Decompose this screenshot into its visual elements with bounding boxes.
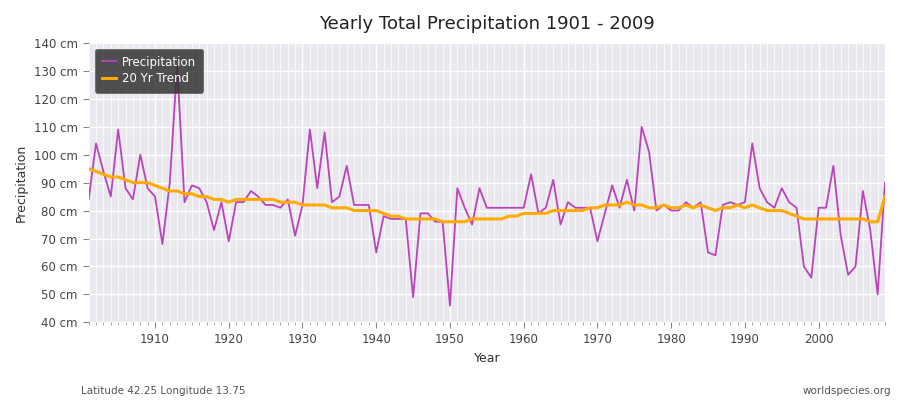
Precipitation: [879, 180, 890, 185]
Y-axis label: Precipitation: Precipitation: [15, 144, 28, 222]
Precipitation: [533, 211, 544, 216]
Text: Latitude 42.25 Longitude 13.75: Latitude 42.25 Longitude 13.75: [81, 386, 246, 396]
20 Yr Trend: [348, 208, 359, 213]
Precipitation: [526, 172, 536, 177]
Line: 20 Yr Trend: 20 Yr Trend: [89, 169, 885, 222]
Precipitation: [142, 186, 153, 191]
20 Yr Trend: [304, 202, 315, 207]
X-axis label: Year: Year: [473, 352, 500, 365]
Precipitation: [172, 63, 183, 68]
20 Yr Trend: [142, 180, 153, 185]
Legend: Precipitation, 20 Yr Trend: Precipitation, 20 Yr Trend: [94, 49, 202, 92]
20 Yr Trend: [526, 211, 536, 216]
Precipitation: [356, 202, 367, 207]
20 Yr Trend: [518, 211, 529, 216]
20 Yr Trend: [84, 166, 94, 171]
Line: Precipitation: Precipitation: [89, 65, 885, 306]
Precipitation: [311, 186, 322, 191]
Precipitation: [622, 178, 633, 182]
20 Yr Trend: [879, 194, 890, 199]
Precipitation: [445, 303, 455, 308]
Text: worldspecies.org: worldspecies.org: [803, 386, 891, 396]
20 Yr Trend: [437, 219, 448, 224]
20 Yr Trend: [614, 202, 625, 207]
Precipitation: [84, 197, 94, 202]
Title: Yearly Total Precipitation 1901 - 2009: Yearly Total Precipitation 1901 - 2009: [319, 15, 654, 33]
